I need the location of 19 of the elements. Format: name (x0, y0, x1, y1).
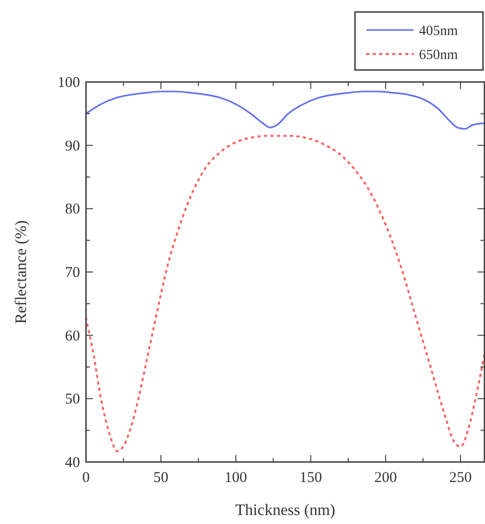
y-tick-label: 50 (65, 392, 80, 408)
line-series (85, 90, 485, 130)
legend-label: 405nm (419, 24, 458, 39)
x-tick-label: 100 (224, 470, 248, 486)
y-tick-label: 90 (65, 138, 80, 154)
y-tick-label: 80 (65, 202, 80, 218)
y-axis-title: Reflectance (%) (13, 220, 30, 324)
x-tick-label: 50 (153, 470, 168, 486)
x-tick-label: 150 (299, 470, 322, 486)
x-tick-label: 200 (374, 470, 397, 486)
line-series (85, 134, 485, 452)
legend-label: 650nm (419, 48, 458, 63)
x-tick-label: 0 (82, 470, 90, 486)
y-tick-label: 40 (65, 455, 80, 471)
y-tick-label: 100 (58, 75, 80, 91)
x-tick-label: 250 (449, 470, 472, 486)
x-axis-title: Thickness (nm) (235, 502, 336, 519)
y-tick-label: 70 (65, 265, 80, 281)
y-tick-label: 60 (65, 328, 80, 344)
